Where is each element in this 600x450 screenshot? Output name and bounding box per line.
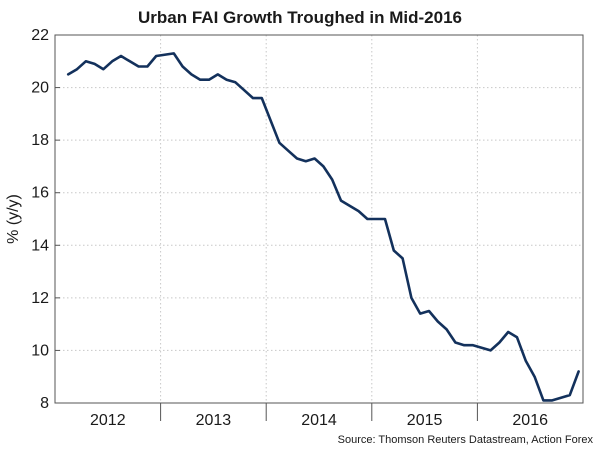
y-tick-label: 18 [31,132,49,149]
data-point [66,72,70,76]
x-tick-label: 2012 [90,412,126,429]
data-point [154,54,158,58]
data-point [207,78,211,82]
series-line [66,52,580,402]
data-point [242,88,246,92]
data-point [524,359,528,363]
data-point [128,59,132,63]
data-point [75,67,79,71]
data-point [101,67,105,71]
data-point [383,217,387,221]
data-point [445,327,449,331]
data-point [577,370,581,374]
data-point [277,141,281,145]
data-point [172,51,176,55]
data-point [145,65,149,69]
y-axis: 8 10 12 14 16 18 20 22 [31,27,60,412]
data-point [93,62,97,66]
chart-title: Urban FAI Growth Troughed in Mid-2016 [138,8,462,27]
data-point [286,149,290,153]
data-point [471,343,475,347]
data-point [110,59,114,63]
data-point [401,256,405,260]
x-tick-label: 2015 [407,412,443,429]
data-point [216,72,220,76]
x-axis: 2012 2013 2014 2015 2016 [90,403,548,429]
data-point [462,343,466,347]
data-point [436,320,440,324]
data-point [365,217,369,221]
data-point [295,157,299,161]
data-point [559,396,563,400]
data-point [330,178,334,182]
y-tick-label: 8 [40,395,49,412]
data-point [119,54,123,58]
data-point [189,72,193,76]
data-point [533,375,537,379]
y-tick-label: 16 [31,185,49,202]
data-point [541,398,545,402]
data-point [409,296,413,300]
y-tick-label: 14 [31,237,49,254]
y-axis-label: % (y/y) [5,194,22,244]
data-point [251,96,255,100]
data-point [339,199,343,203]
data-point [418,312,422,316]
data-point [225,78,229,82]
data-point [181,65,185,69]
x-tick-label: 2013 [196,412,232,429]
y-tick-label: 20 [31,80,49,97]
y-tick-label: 10 [31,342,49,359]
data-point [392,249,396,253]
data-point [84,59,88,63]
data-point [137,65,141,69]
y-tick-label: 22 [31,27,49,44]
data-point [321,164,325,168]
x-tick-label: 2016 [512,412,548,429]
data-point [489,348,493,352]
data-point [515,335,519,339]
y-tick-label: 12 [31,290,49,307]
plot-frame [54,34,584,404]
data-point [304,159,308,163]
data-point [357,209,361,213]
data-point [506,330,510,334]
data-point [550,398,554,402]
data-point [453,341,457,345]
source-note: Source: Thomson Reuters Datastream, Acti… [338,434,594,446]
x-tick-label: 2014 [301,412,337,429]
data-point [568,393,572,397]
data-point [198,78,202,82]
data-point [313,157,317,161]
data-point [260,96,264,100]
data-point [348,204,352,208]
data-point [233,80,237,84]
data-point [497,341,501,345]
data-point [427,309,431,313]
